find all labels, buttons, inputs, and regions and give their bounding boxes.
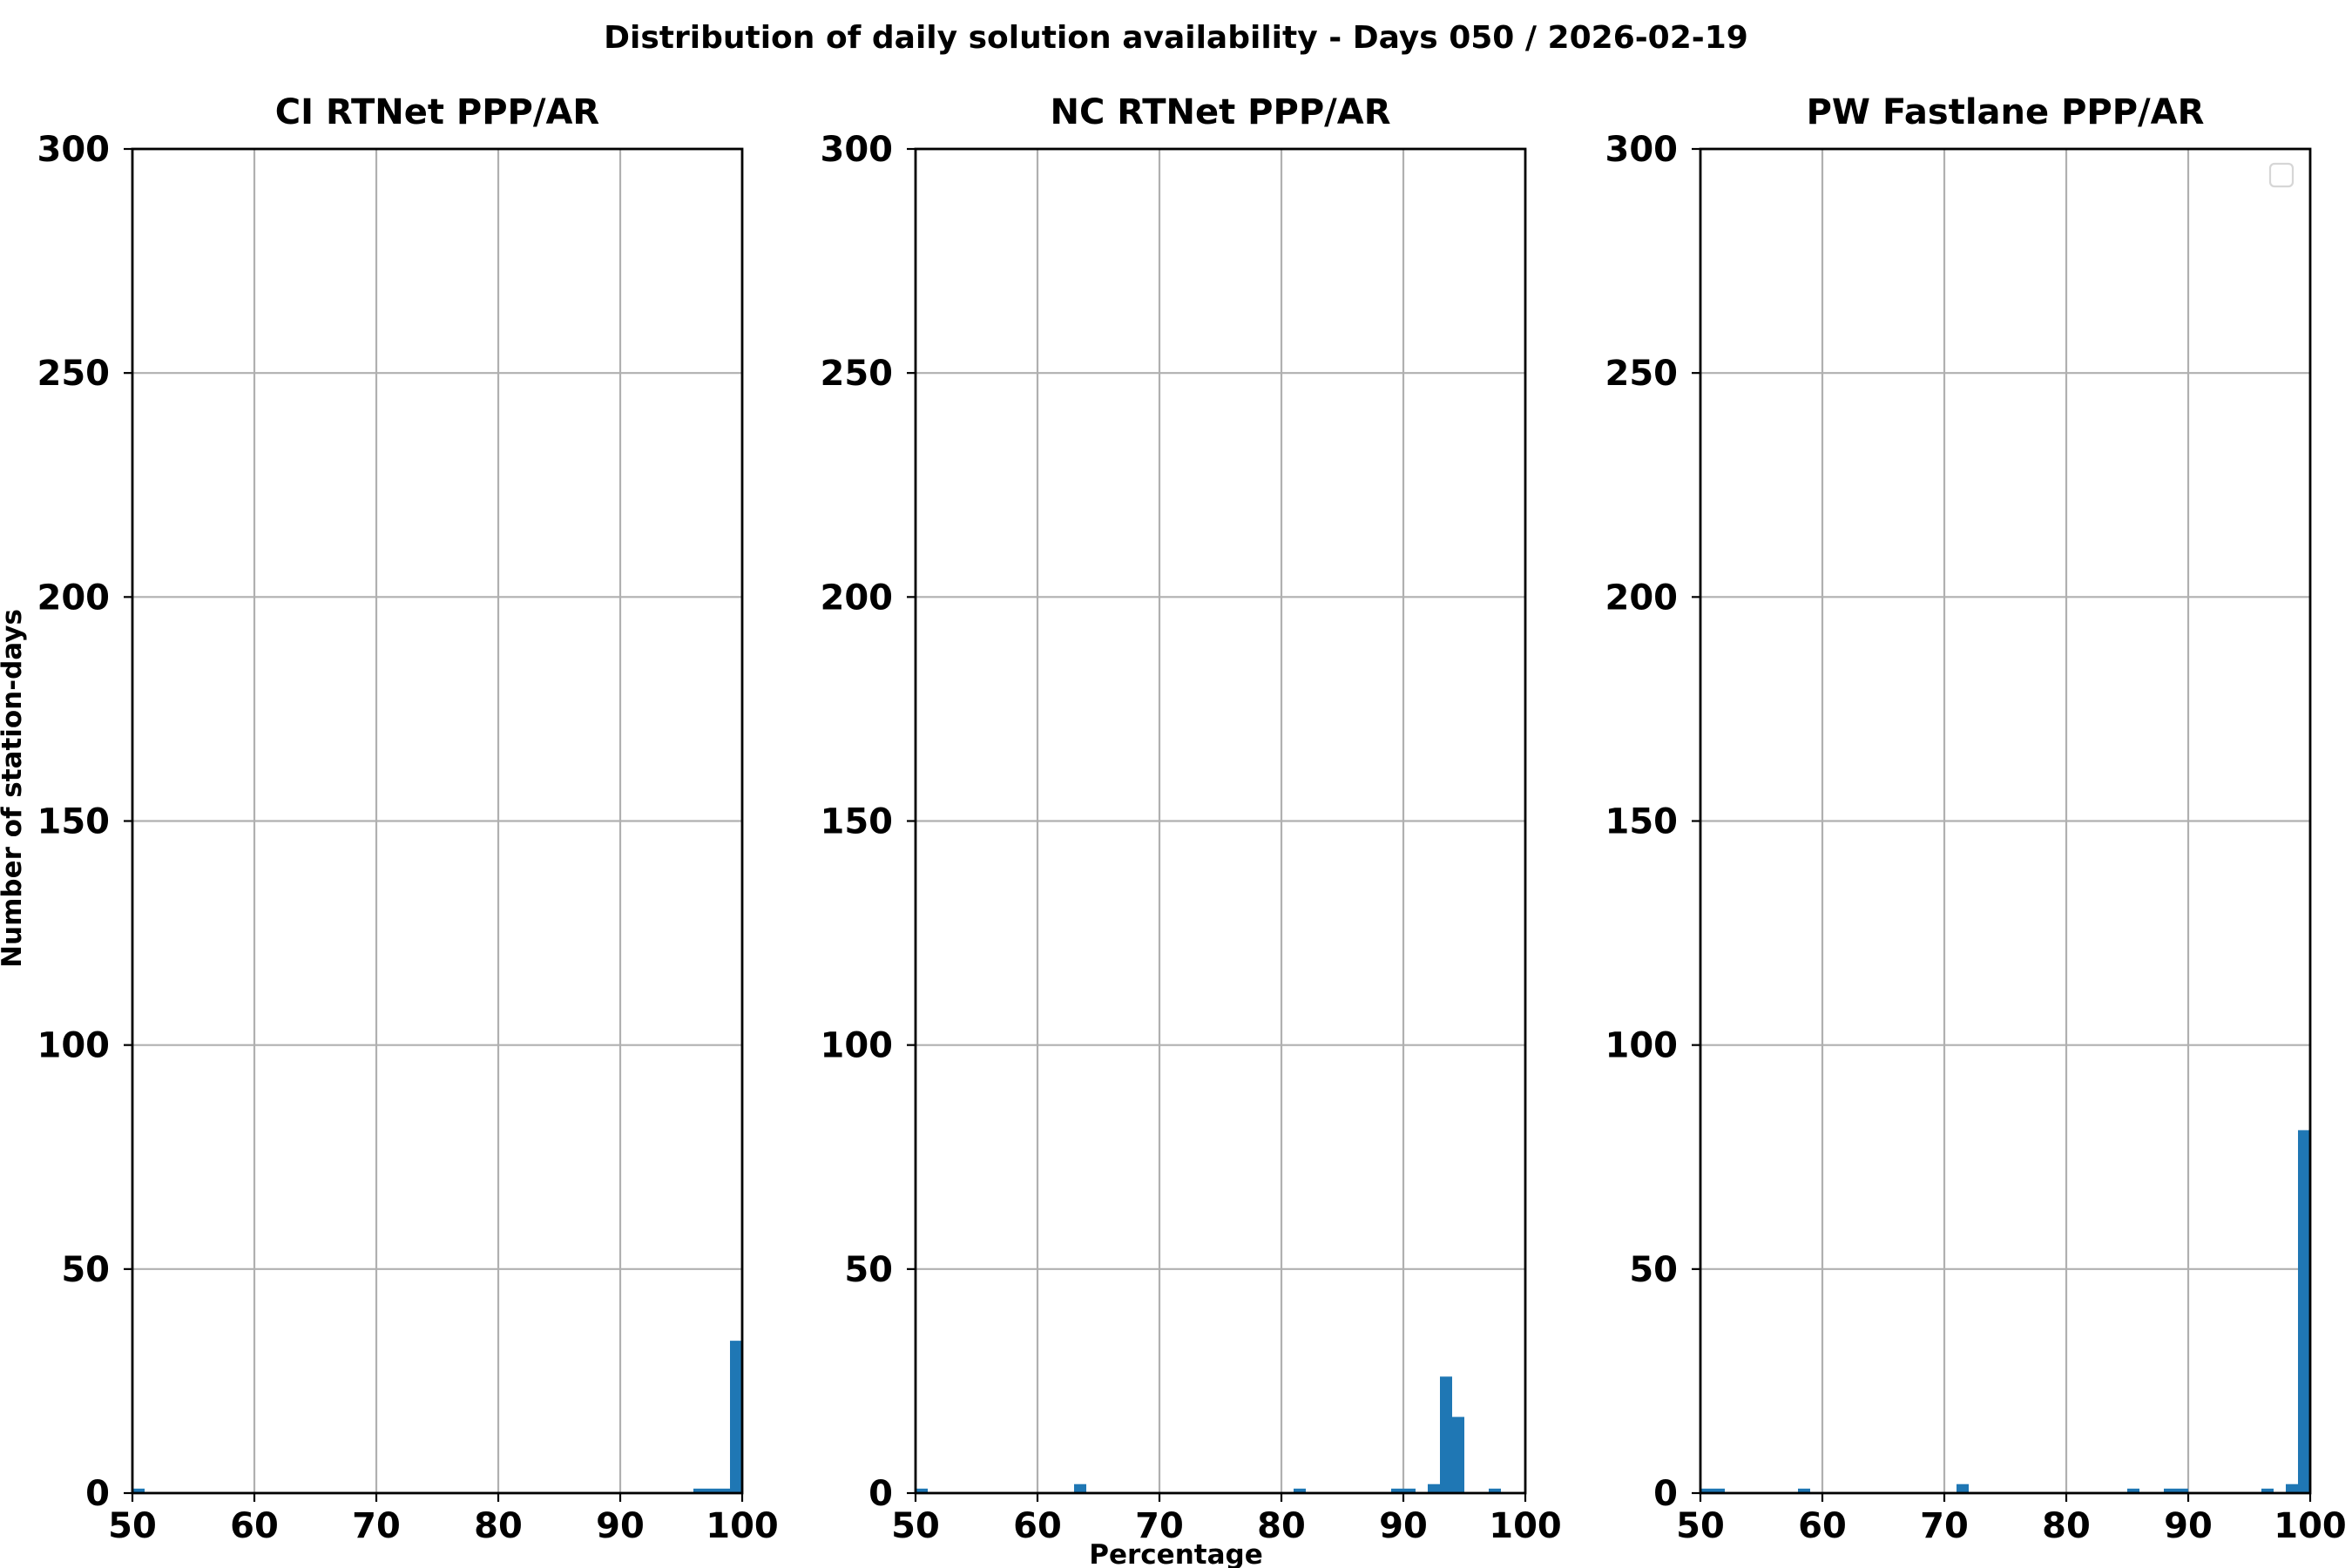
x-tick-label: 100: [2274, 1506, 2347, 1546]
y-tick-label: 250: [37, 354, 111, 394]
histogram-bar: [2261, 1488, 2274, 1493]
histogram-bar: [1428, 1484, 1440, 1493]
histogram-bar: [1074, 1484, 1086, 1493]
histogram-bar: [1957, 1484, 1969, 1493]
y-tick-label: 300: [821, 130, 894, 170]
histogram-bar: [2176, 1488, 2188, 1493]
y-tick-label: 200: [1605, 578, 1679, 618]
y-tick-label: 300: [37, 130, 111, 170]
x-tick-label: 60: [1798, 1506, 1847, 1546]
histogram-bar: [1440, 1376, 1452, 1493]
histogram-bar: [2298, 1130, 2310, 1493]
histogram-bar: [916, 1488, 928, 1493]
y-tick-label: 0: [868, 1474, 893, 1514]
y-tick-label: 0: [85, 1474, 110, 1514]
y-tick-label: 100: [37, 1026, 111, 1066]
x-tick-label: 70: [1135, 1506, 1184, 1546]
y-tick-label: 50: [844, 1250, 893, 1290]
y-tick-label: 250: [1605, 354, 1679, 394]
x-tick-label: 80: [474, 1506, 523, 1546]
subplot-title: NC RTNet PPP/AR: [1050, 92, 1390, 132]
histogram-bar: [1391, 1488, 1403, 1493]
x-tick-label: 100: [1489, 1506, 1562, 1546]
x-tick-label: 60: [1013, 1506, 1062, 1546]
histogram-bar: [1798, 1488, 1810, 1493]
figure-suptitle: Distribution of daily solution availabil…: [604, 20, 1748, 56]
histogram-bar: [718, 1488, 730, 1493]
x-tick-label: 90: [1379, 1506, 1428, 1546]
y-tick-label: 0: [1653, 1474, 1678, 1514]
histogram-bar: [730, 1341, 742, 1493]
histogram-bar: [1713, 1488, 1725, 1493]
histogram-bar: [1403, 1488, 1416, 1493]
y-tick-label: 200: [821, 578, 894, 618]
y-tick-label: 250: [821, 354, 894, 394]
histogram-bar: [2164, 1488, 2176, 1493]
x-tick-label: 100: [706, 1506, 779, 1546]
histogram-bar: [693, 1488, 706, 1493]
histogram-bar: [706, 1488, 718, 1493]
y-tick-label: 150: [1605, 802, 1679, 842]
legend-box: [2268, 162, 2295, 188]
x-tick-label: 70: [352, 1506, 401, 1546]
histogram-bar: [1700, 1488, 1713, 1493]
x-tick-label: 60: [230, 1506, 279, 1546]
histogram-bar: [132, 1488, 145, 1493]
y-axis-label: Number of station-days: [0, 609, 28, 968]
histogram-bar: [1294, 1488, 1306, 1493]
x-tick-label: 90: [2164, 1506, 2213, 1546]
x-axis-label: Percentage: [1089, 1539, 1262, 1568]
histogram-bar: [1452, 1416, 1464, 1493]
histogram-bar: [1489, 1488, 1501, 1493]
histogram-bar: [2286, 1484, 2298, 1493]
x-tick-label: 50: [891, 1506, 940, 1546]
x-tick-label: 90: [596, 1506, 645, 1546]
x-tick-label: 50: [108, 1506, 157, 1546]
y-tick-label: 200: [37, 578, 111, 618]
y-tick-label: 100: [821, 1026, 894, 1066]
x-tick-label: 80: [1257, 1506, 1306, 1546]
x-tick-label: 80: [2042, 1506, 2091, 1546]
x-tick-label: 70: [1920, 1506, 1969, 1546]
y-tick-label: 50: [1629, 1250, 1678, 1290]
y-tick-label: 50: [61, 1250, 110, 1290]
y-tick-label: 300: [1605, 130, 1679, 170]
y-tick-label: 100: [1605, 1026, 1679, 1066]
x-tick-label: 50: [1676, 1506, 1725, 1546]
subplot-title: PW Fastlane PPP/AR: [1807, 92, 2205, 132]
y-tick-label: 150: [37, 802, 111, 842]
y-tick-label: 150: [821, 802, 894, 842]
histogram-bar: [2127, 1488, 2139, 1493]
subplot-title: CI RTNet PPP/AR: [275, 92, 599, 132]
